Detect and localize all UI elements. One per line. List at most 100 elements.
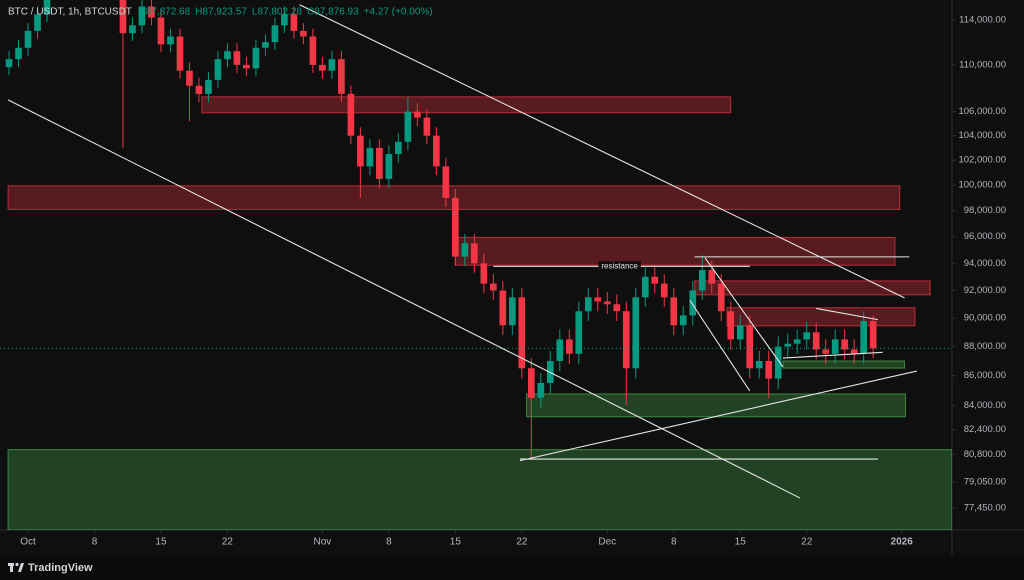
candle-body (632, 297, 640, 369)
candle-body (670, 297, 678, 326)
candle-body (300, 30, 307, 37)
y-tick-label: 100,000.00 (958, 180, 1006, 191)
candle-body (803, 332, 811, 340)
candle-body (423, 117, 431, 136)
candle-body (765, 361, 773, 379)
candle-body (290, 14, 298, 31)
candle-body (43, 0, 51, 15)
candle-body (233, 51, 241, 65)
x-tick-label: Dec (598, 537, 616, 548)
ohlc-value: C87,876.93 (307, 7, 359, 18)
trend-line (704, 257, 784, 368)
candle-body (708, 270, 716, 284)
candle-body (784, 343, 792, 347)
candle-body (537, 382, 545, 398)
x-tick-label: 15 (735, 537, 747, 548)
candle-body (584, 297, 592, 312)
ohlc-value: L87,802.28 (252, 7, 302, 18)
candle-body (176, 36, 184, 71)
y-tick-label: 110,000.00 (959, 59, 1006, 70)
candle-body (138, 6, 146, 26)
candle-body (822, 349, 830, 354)
candle-body (214, 59, 222, 80)
candle-body (556, 339, 564, 362)
brand-logo (8, 562, 24, 572)
candle-body (755, 361, 763, 369)
zone (726, 307, 916, 327)
candle-body (869, 321, 877, 349)
candle-body (793, 339, 801, 344)
candle-body (167, 36, 174, 45)
x-tick-label: Oct (20, 537, 36, 548)
y-tick-label: 92,000.00 (964, 285, 1006, 296)
candle-body (224, 51, 231, 60)
candle-body (205, 79, 212, 94)
candle-body (195, 85, 203, 94)
candle-body (860, 321, 868, 354)
trend-line (519, 370, 917, 462)
x-tick-label: 2026 (891, 537, 914, 548)
y-tick-label: 96,000.00 (964, 231, 1006, 242)
candle-body (414, 111, 421, 118)
y-tick-label: 98,000.00 (964, 205, 1006, 216)
candle-body (471, 243, 478, 264)
x-tick-label: 22 (516, 537, 528, 548)
candle-body (812, 332, 820, 350)
y-tick-label: 82,400.00 (964, 424, 1006, 435)
y-tick-label: 84,000.00 (964, 400, 1006, 411)
ohlc-value: H87,923.57 (195, 7, 247, 18)
candle-body (480, 263, 488, 284)
candle-body (15, 47, 22, 60)
zone (694, 280, 931, 296)
x-tick-label: Nov (313, 537, 331, 548)
candle-body (603, 301, 611, 305)
candle-body (508, 297, 516, 326)
candle-body (338, 59, 345, 94)
annotation-bg (598, 261, 641, 272)
brand-name: TradingView (28, 562, 93, 574)
y-tick-label: 86,000.00 (964, 370, 1006, 381)
candle-body (774, 346, 782, 379)
candle-body (727, 311, 735, 340)
zone (454, 236, 896, 266)
candle-body (347, 93, 355, 136)
trend-line (816, 307, 879, 321)
candle-body (404, 111, 412, 142)
chart-title: BTC / USDT, 1h, BTCUSDT (8, 7, 132, 18)
candle-body (24, 30, 32, 48)
candle-body (452, 197, 459, 257)
candle-body (148, 6, 155, 18)
x-tick-label: 8 (386, 537, 392, 548)
candle-body (119, 0, 127, 34)
candle-body (717, 283, 725, 312)
ohlc-value: +4.27 (+0.00%) (364, 7, 433, 18)
candle-body (575, 311, 583, 354)
candle-body (5, 59, 13, 68)
candle-body (376, 147, 383, 179)
candle-body (651, 276, 659, 284)
y-tick-label: 90,000.00 (964, 313, 1006, 324)
y-tick-label: 102,000.00 (958, 155, 1006, 166)
candle-body (281, 14, 288, 26)
x-tick-label: 22 (222, 537, 234, 548)
y-tick-label: 114,000.00 (959, 14, 1006, 25)
candle-body (499, 290, 507, 326)
candle-body (243, 64, 250, 69)
candle-body (689, 290, 697, 316)
candle-body (357, 135, 364, 167)
candle-body (850, 349, 858, 354)
y-tick-label: 94,000.00 (964, 258, 1006, 269)
x-tick-label: 8 (92, 537, 98, 548)
candle-body (262, 42, 269, 48)
candle-body (186, 70, 193, 86)
candle-body (442, 166, 450, 198)
trend-line (299, 4, 905, 299)
candle-body (490, 283, 497, 291)
candle-body (746, 325, 754, 369)
candle-body (309, 36, 317, 65)
x-tick-label: 15 (450, 537, 462, 548)
axes: 114,000.00 110,000.00 106,000.00 104,000.00… (20, 14, 1006, 547)
candle-body (698, 270, 706, 291)
annotation: resistance (601, 261, 638, 270)
